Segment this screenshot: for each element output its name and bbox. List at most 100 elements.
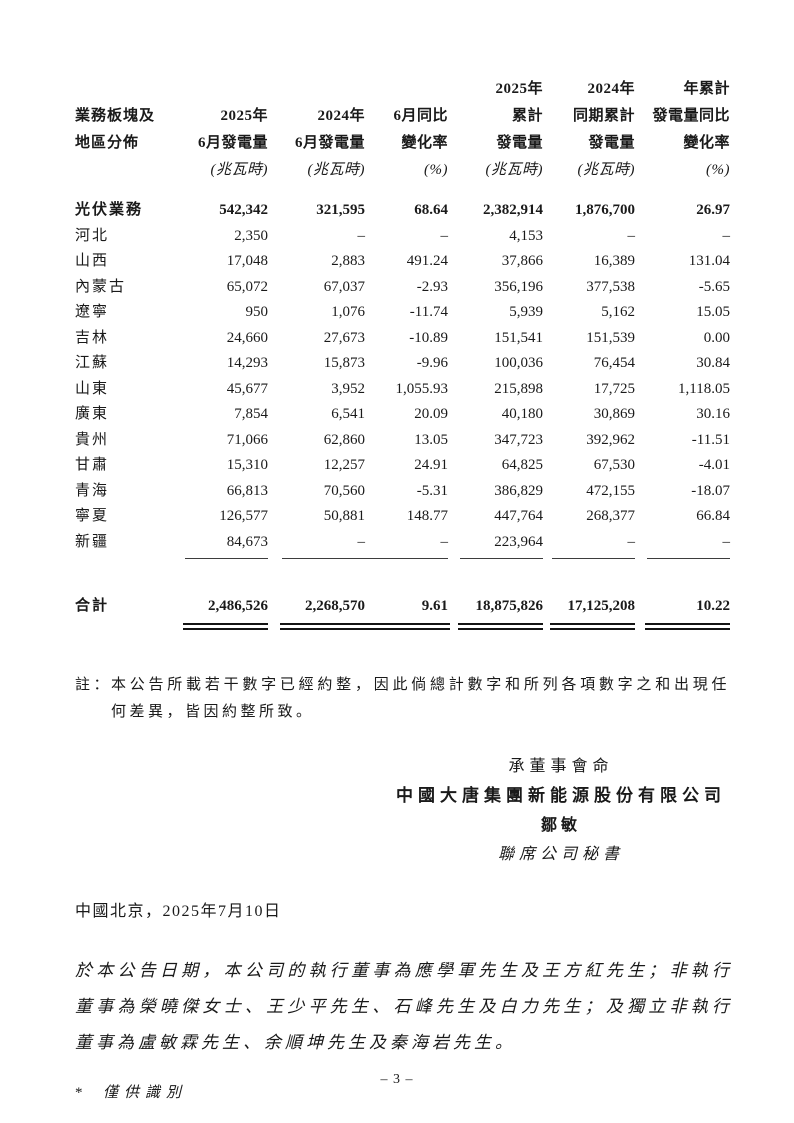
header-cell: (兆瓦時)	[577, 162, 635, 178]
value-cell: 4,153	[509, 227, 543, 244]
identification-footnote: * 僅供識別	[75, 1081, 730, 1102]
spacer-row	[75, 562, 730, 594]
value-cell: 15,310	[226, 457, 268, 473]
header-cell: 發電量	[496, 135, 543, 151]
value-cell: –	[635, 530, 730, 563]
note-label: 註：	[75, 677, 113, 693]
value-cell: 377,538	[586, 278, 635, 295]
value-cell: 24.91	[414, 457, 448, 473]
value-cell: 347,723	[494, 431, 543, 448]
header-cell: (兆瓦時)	[210, 162, 268, 178]
value-cell: 472,155	[586, 482, 635, 499]
spacer-cell	[75, 184, 730, 198]
value-cell: -2.93	[416, 278, 448, 295]
header-cell	[268, 76, 365, 103]
header-cell: 累計	[511, 108, 543, 124]
footnote-text: 僅供識別	[103, 1085, 188, 1101]
value-cell: 5,939	[509, 304, 543, 320]
double-rule	[458, 623, 543, 630]
value-cell: 45,677	[226, 380, 268, 397]
value-cell: 64,825	[501, 457, 543, 473]
double-rule	[550, 623, 635, 630]
region-label: 廣東	[75, 406, 110, 422]
value-cell: 71,066	[226, 431, 268, 448]
value-cell: 26.97	[696, 202, 730, 218]
value-cell: 7,854	[234, 406, 268, 422]
total-value-cell: 17,125,208	[543, 594, 635, 630]
region-row: 新疆 84,673– –223,964– –	[75, 530, 730, 563]
single-rule	[647, 558, 730, 559]
region-row: 寧夏 126,577 50,881 148.77 447,764 268,377 66.84	[75, 504, 730, 530]
header-row: 地區分佈 6月發電量 6月發電量 變化率 發電量 發電量 變化率	[75, 130, 730, 157]
value-cell: 40,180	[501, 406, 543, 422]
value-cell: -5.65	[698, 278, 730, 295]
value-cell: -9.96	[416, 355, 448, 371]
value-cell: 30.16	[696, 406, 730, 422]
value-cell: 50,881	[323, 508, 365, 524]
value-cell: 491.24	[406, 253, 448, 269]
value-cell: –	[627, 227, 636, 244]
value-cell: 66,813	[226, 482, 268, 499]
header-cell: 年累計	[683, 81, 730, 97]
secretary-title: 聯席公司秘書	[497, 846, 624, 863]
table-header: 2025年 2024年 年累計 業務板塊及 2025年 2024年 6月同比 累計 同期累計 發電…	[75, 76, 730, 184]
header-cell	[75, 76, 170, 103]
value-cell: 356,196	[494, 278, 543, 295]
value-cell: 223,964	[448, 530, 543, 563]
value-cell: 67,530	[593, 457, 635, 473]
double-rule	[365, 623, 450, 630]
value-cell: 1,076	[331, 304, 365, 320]
value-cell: 215,898	[494, 380, 543, 397]
spacer-cell	[75, 562, 730, 594]
region-label: 山西	[75, 253, 110, 269]
single-rule	[185, 558, 268, 559]
header-cell	[75, 157, 170, 184]
region-row: 遼寧 950 1,076 -11.74 5,939 5,162 15.05	[75, 300, 730, 326]
header-cell: (兆瓦時)	[485, 162, 543, 178]
region-row: 吉林 24,660 27,673 -10.89 151,541 151,539 0.00	[75, 326, 730, 352]
value-cell: 24,660	[226, 329, 268, 346]
value-cell: –	[543, 530, 635, 563]
region-label: 河北	[75, 227, 110, 244]
region-row: 內蒙古 65,072 67,037 -2.93 356,196 377,538 -5.65	[75, 275, 730, 301]
value-cell: 16,389	[593, 253, 635, 269]
header-cell: 同期累計	[572, 108, 635, 124]
generation-table: 2025年 2024年 年累計 業務板塊及 2025年 2024年 6月同比 累計 同期累計 發電…	[75, 76, 730, 630]
region-row: 青海 66,813 70,560 -5.31 386,829 472,155 -18.07	[75, 479, 730, 505]
single-rule	[552, 558, 635, 559]
value-cell: –	[365, 530, 448, 563]
value-cell: 1,055.93	[395, 380, 449, 397]
value-cell: 67,037	[323, 278, 365, 295]
header-cell: 2025年	[220, 108, 268, 124]
region-label: 青海	[75, 482, 110, 499]
value-cell: 30,869	[593, 406, 635, 422]
header-cell: 變化率	[401, 135, 448, 151]
value-cell: –	[722, 227, 731, 244]
value-cell: 15,873	[323, 355, 365, 371]
header-cell	[365, 76, 448, 103]
value-cell: 27,673	[323, 329, 365, 346]
value-cell: –	[268, 530, 365, 563]
footnote-marker: *	[75, 1085, 83, 1101]
region-label: 江蘇	[75, 355, 110, 371]
dateline: 中國北京，2025年7月10日	[75, 903, 282, 920]
total-value-cell: 2,486,526	[170, 594, 268, 630]
value-cell: 321,595	[316, 202, 365, 218]
value-cell: 2,883	[331, 253, 365, 269]
total-value-cell: 2,268,570	[268, 594, 365, 630]
region-label: 遼寧	[75, 304, 110, 320]
header-cell: 變化率	[683, 135, 730, 151]
directors-paragraph: 於本公告日期，本公司的執行董事為應學軍先生及王方紅先生；非執行董事為榮曉傑女士、…	[75, 961, 733, 1052]
company-name: 中國大唐集團新能源股份有限公司	[396, 786, 726, 805]
header-cell: 2024年	[317, 108, 365, 124]
double-rule	[280, 623, 365, 630]
secretary-name: 鄒敏	[540, 817, 581, 834]
region-row: 山西 17,048 2,883 491.24 37,866 16,389 131.04	[75, 249, 730, 275]
value-cell: 68.64	[414, 202, 448, 218]
header-cell: 業務板塊及	[75, 108, 156, 124]
header-cell: 6月發電量	[197, 135, 268, 151]
value-cell: 2,382,914	[483, 202, 543, 218]
double-rule	[645, 623, 730, 630]
value-cell: 1,876,700	[575, 202, 635, 218]
